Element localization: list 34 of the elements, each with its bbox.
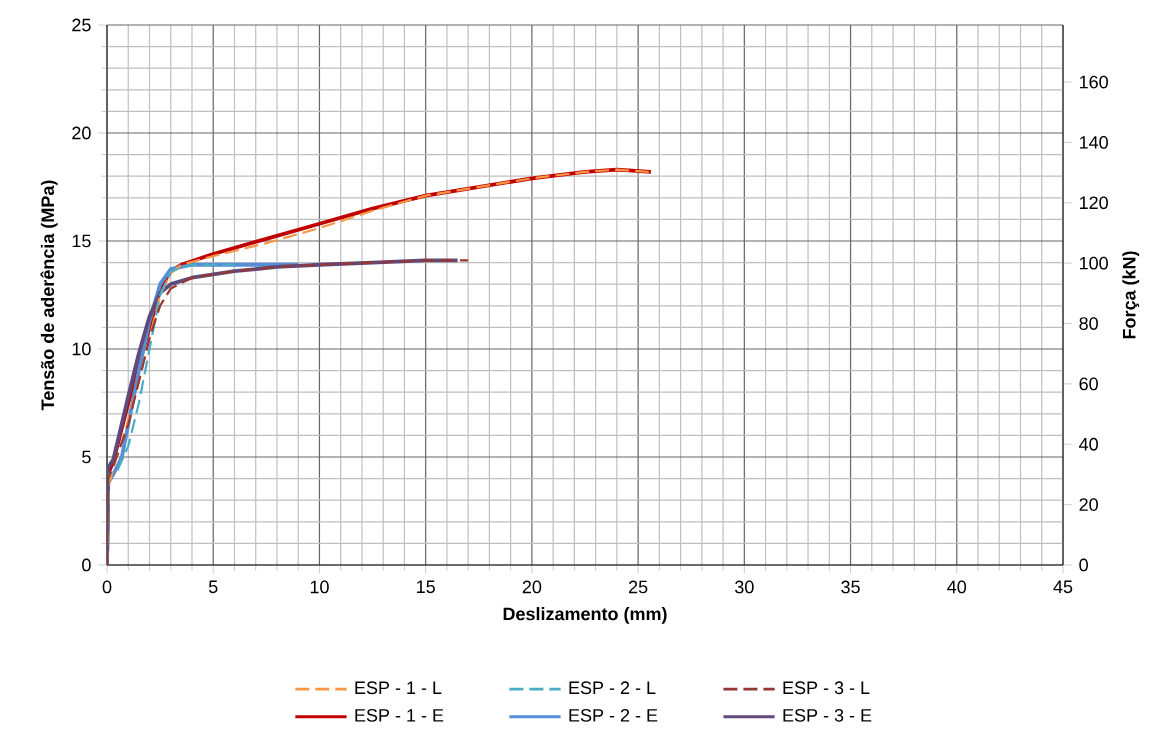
y2-tick-label: 0 [1079,558,1088,572]
y-tick-label: 15 [72,234,91,248]
x-tick-label: 45 [1053,580,1073,594]
y2-tick-label: 160 [1080,75,1108,89]
y2-tick-label: 140 [1080,136,1108,149]
legend-label: ESP - 2 - L [569,681,656,695]
y-tick-label: 25 [72,18,91,32]
y-tick-label: 0 [82,558,91,572]
legend-label: ESP - 3 - L [783,681,870,695]
x-tick-label: 30 [735,580,754,594]
y2-tick-label: 100 [1080,256,1108,270]
y2-tick-label: 40 [1079,437,1098,451]
legend-label: ESP - 3 - E [783,708,872,722]
y-tick-label: 10 [72,342,91,356]
x-tick-label: 35 [841,580,860,594]
y2-tick-label: 20 [1079,498,1098,511]
legend-label: ESP - 2 - E [569,708,658,722]
y2-axis-title: Força (kN) [1122,251,1140,339]
y-tick-label: 20 [72,126,91,140]
x-axis-title: Deslizamento (mm) [503,607,667,624]
x-tick-label: 40 [947,580,967,594]
legend-label: ESP - 1 - E [355,708,444,722]
x-tick-label: 10 [310,580,329,594]
x-tick-label: 15 [417,580,435,594]
y2-tick-label: 80 [1079,317,1098,330]
x-tick-label: 25 [629,580,648,594]
y2-tick-label: 120 [1080,196,1108,210]
y-tick-label: 5 [82,450,91,464]
y2-tick-label: 60 [1079,377,1098,391]
x-tick-label: 20 [522,580,542,594]
legend-label: ESP - 1 - L [355,681,442,695]
x-tick-label: 5 [208,580,218,594]
y-axis-title: Tensão de aderência (MPa) [40,180,58,411]
x-tick-label: 0 [102,580,112,594]
